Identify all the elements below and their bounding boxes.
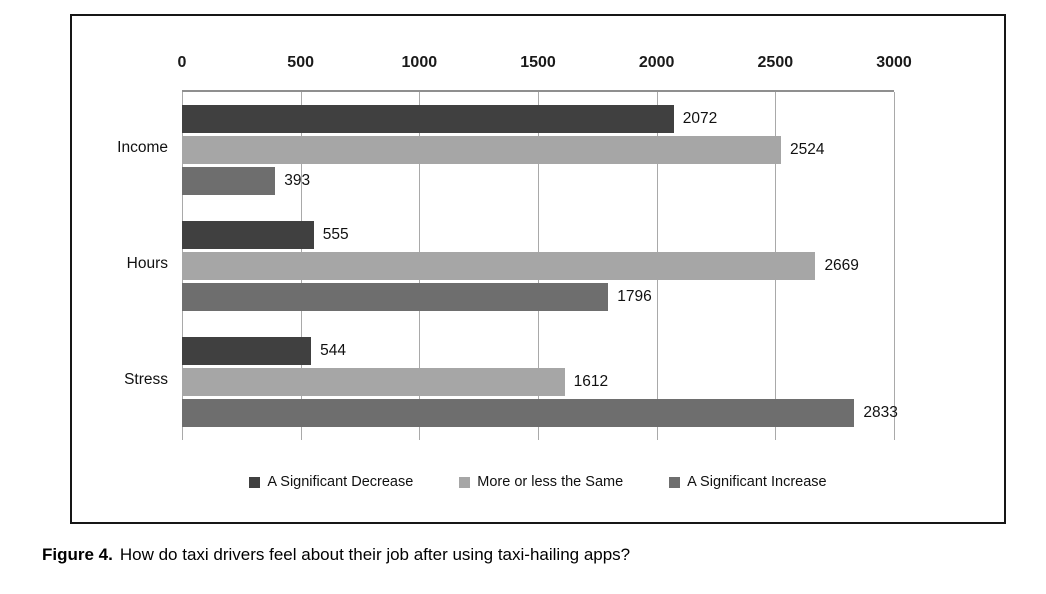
bar-value-label: 1612	[573, 373, 609, 390]
x-tick-label: 1500	[520, 54, 556, 71]
category-label: Stress	[124, 371, 168, 388]
legend-label: A Significant Increase	[687, 474, 827, 490]
bar-row: 1796	[182, 283, 894, 311]
bar-value-label: 555	[322, 226, 349, 243]
category-labels: Income Hours Stress	[88, 90, 168, 438]
figure-caption: Figure 4. How do taxi drivers feel about …	[42, 545, 630, 565]
legend-swatch	[249, 476, 261, 488]
legend-label: More or less the Same	[477, 474, 624, 490]
bar	[182, 252, 816, 280]
bar	[182, 167, 276, 195]
bar-groups: 2072 2524 393 555 2669 1796 544 1612 2833	[182, 92, 898, 440]
gridline	[894, 92, 895, 440]
bar	[182, 136, 782, 164]
caption-label: Figure 4.	[42, 545, 113, 564]
category-label: Hours	[126, 255, 168, 272]
bar-row: 2072	[182, 105, 894, 133]
legend: A Significant Decrease More or less the S…	[182, 474, 894, 490]
bar-group: 2072 2524 393	[182, 92, 894, 208]
plot-area: 2072 2524 393 555 2669 1796 544 1612 2833	[182, 90, 898, 440]
bar-row: 2833	[182, 399, 898, 427]
bar	[182, 283, 609, 311]
bar-value-label: 1796	[617, 288, 652, 305]
legend-item: A Significant Decrease	[249, 474, 413, 490]
bar-row: 555	[182, 221, 894, 249]
bar	[182, 337, 312, 365]
caption-text: How do taxi drivers feel about their job…	[119, 545, 631, 564]
x-tick-label: 3000	[876, 54, 912, 71]
bar-value-label: 2524	[790, 141, 825, 158]
legend-item: More or less the Same	[459, 474, 623, 490]
legend-swatch	[669, 476, 681, 488]
bar-value-label: 2072	[682, 110, 718, 127]
bar-value-label: 544	[320, 342, 346, 359]
legend-item: A Significant Increase	[669, 474, 827, 490]
legend-label: A Significant Decrease	[267, 474, 414, 490]
bar-group: 555 2669 1796	[182, 208, 894, 324]
x-axis: 0 500 1000 1500 2000 2500 3000	[178, 54, 912, 76]
bar-value-label: 2669	[824, 257, 859, 274]
bar-value-label: 2833	[863, 404, 898, 421]
x-tick-label: 500	[287, 54, 315, 71]
x-tick-label: 2000	[638, 54, 675, 71]
x-tick-label: 1000	[401, 54, 438, 71]
bar-row: 393	[182, 167, 894, 195]
bar	[182, 221, 314, 249]
bar-value-label: 393	[284, 172, 311, 189]
bar-group: 544 1612 2833	[182, 324, 898, 440]
legend-swatch	[459, 476, 471, 488]
chart-container: 0 500 1000 1500 2000 2500 3000 Income Hours Stre…	[70, 14, 1006, 524]
x-tick-label: 2500	[757, 54, 794, 71]
bar	[182, 368, 565, 396]
category-label: Income	[117, 139, 168, 156]
bar	[182, 105, 674, 133]
bar-row: 544	[182, 337, 894, 365]
bar-row: 2669	[182, 252, 894, 280]
x-tick-label: 0	[177, 54, 187, 71]
bar-row: 1612	[182, 368, 894, 396]
bar-row: 2524	[182, 136, 894, 164]
bar	[182, 399, 855, 427]
